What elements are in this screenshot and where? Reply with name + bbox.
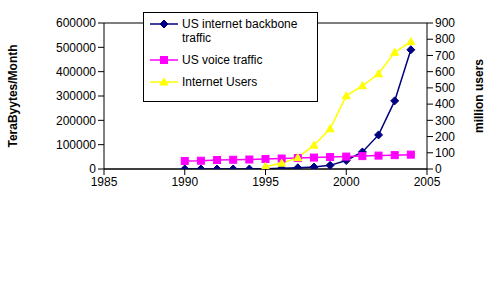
svg-text:400: 400 [435,97,455,111]
html-text:US voice traffic: US voice traffic [182,53,263,67]
svg-text:200: 200 [435,130,455,144]
svg-text:million users: million users [472,59,482,133]
html-text:Internet Users: Internet Users [182,75,258,89]
svg-text:0: 0 [435,162,442,176]
svg-text:100: 100 [435,146,455,160]
svg-text:TeraByytes/Month: TeraByytes/Month [8,44,20,147]
svg-text:600000: 600000 [56,16,96,30]
html-text:US internet backbone traffic: US internet backbone traffic [182,17,298,45]
svg-text:700: 700 [435,49,455,63]
svg-text:400000: 400000 [56,65,96,79]
svg-text:500000: 500000 [56,41,96,55]
svg-text:1985: 1985 [91,175,118,189]
svg-text:1995: 1995 [252,175,279,189]
svg-text:1990: 1990 [171,175,198,189]
svg-text:0: 0 [89,162,96,176]
svg-text:2005: 2005 [414,175,441,189]
svg-text:500: 500 [435,81,455,95]
svg-text:300000: 300000 [56,89,96,103]
svg-text:200000: 200000 [56,114,96,128]
svg-text:100000: 100000 [56,138,96,152]
svg-text:800: 800 [435,32,455,46]
svg-text:600: 600 [435,65,455,79]
svg-text:2000: 2000 [333,175,360,189]
svg-text:300: 300 [435,114,455,128]
svg-text:900: 900 [435,16,455,30]
